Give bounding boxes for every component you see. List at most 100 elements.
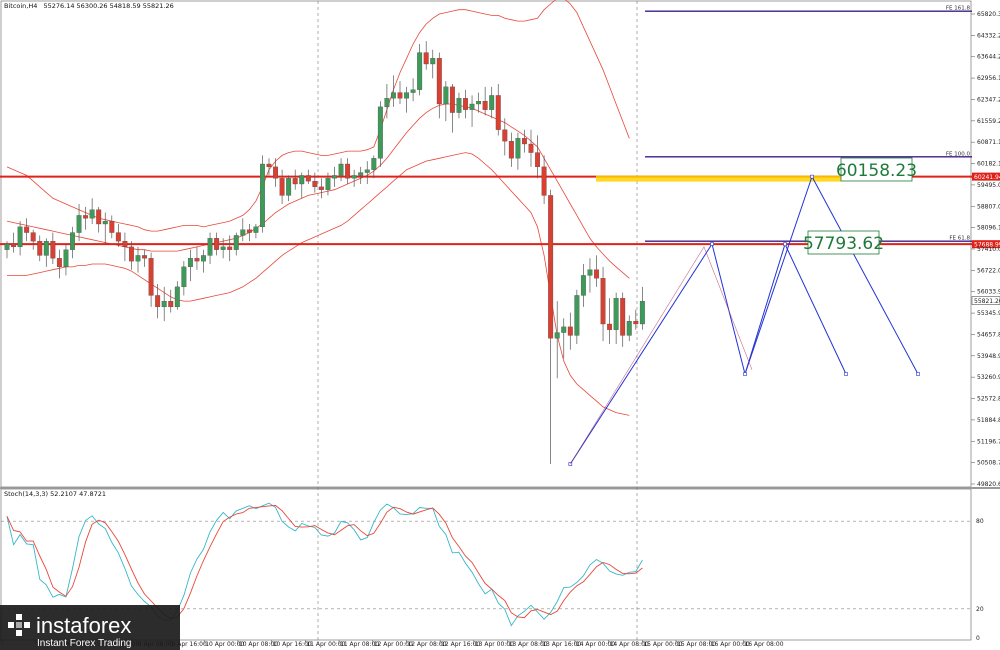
x-tick-label: 13 Apr 16:00	[542, 641, 581, 648]
candle-body	[109, 220, 115, 233]
candle-body	[273, 166, 278, 179]
candle-body	[594, 269, 599, 279]
candles	[4, 41, 645, 464]
candle-body	[305, 175, 311, 182]
wave-point	[916, 372, 920, 376]
wave-point	[844, 372, 848, 376]
x-tick-label: 10 Apr 00:00	[205, 641, 244, 648]
candle-body	[528, 143, 534, 153]
y-tick-label: 51884.80	[977, 417, 1000, 424]
candle-body	[128, 246, 134, 262]
y-tick-label: 55345.90	[977, 310, 1000, 317]
candle-body	[541, 166, 547, 196]
candle-body	[318, 186, 324, 190]
y-tick-label: 53948.95	[977, 353, 1000, 360]
candle-body	[155, 295, 161, 308]
candle-body	[482, 100, 488, 110]
y-tick-label: 62956.15	[977, 75, 1000, 82]
candle-body	[561, 326, 567, 333]
candle-body	[299, 175, 305, 185]
current-price-text: 55821.26	[974, 298, 1000, 305]
x-tick-label: 13 Apr 00:00	[475, 641, 514, 648]
stoch-k-line	[6, 502, 643, 627]
candle-body	[24, 226, 30, 233]
stoch-level-label: 80	[976, 518, 984, 525]
instrument-label: Bitcoin,H4	[4, 2, 37, 10]
x-tick-label: 14 Apr 00:00	[576, 641, 615, 648]
callout-upper: 60158.23	[836, 157, 917, 182]
candle-body	[259, 163, 265, 228]
ohlc-values: 55276.14 56300.26 54818.59 55821.26	[43, 2, 173, 10]
x-tick-label: 12 Apr 16:00	[441, 641, 480, 648]
y-tick-label: 60182.10	[977, 161, 1000, 168]
candle-body	[417, 52, 423, 90]
candle-body	[443, 86, 449, 105]
candle-body	[142, 255, 147, 259]
wave-point	[743, 372, 747, 376]
projection-lines	[568, 174, 920, 466]
candle-body	[214, 238, 220, 250]
stoch-level-label: 20	[976, 606, 984, 613]
candle-body	[76, 215, 82, 233]
candle-body	[70, 232, 75, 250]
y-tick-label: 61559.20	[977, 118, 1000, 125]
candle-body	[371, 158, 377, 170]
candle-body	[240, 229, 246, 236]
wave-3-extended	[744, 176, 813, 375]
wave-point	[710, 242, 714, 246]
candle-body	[567, 326, 573, 336]
candle-body	[4, 243, 10, 250]
x-tick-label: 14 Apr 08:00	[610, 641, 649, 648]
candle-body	[135, 255, 141, 262]
candle-body	[502, 129, 508, 142]
candle-body	[233, 235, 239, 250]
candle-body	[600, 278, 606, 325]
y-tick-label: 52572.85	[977, 396, 1000, 403]
bollinger-middle	[6, 103, 630, 279]
current-price-tag	[971, 296, 1000, 305]
x-tick-label: 12 Apr 00:00	[374, 641, 413, 648]
stoch-d-line	[6, 505, 643, 620]
candle-body	[266, 163, 272, 168]
candle-body	[286, 178, 292, 196]
candle-body	[469, 103, 475, 110]
candle-body	[397, 92, 403, 99]
candle-body	[56, 258, 62, 268]
candle-body	[410, 89, 416, 93]
candle-body	[626, 320, 632, 336]
wave-3	[744, 244, 786, 375]
x-tick-label: 13 Apr 08:00	[509, 641, 548, 648]
candle-body	[338, 163, 344, 176]
candle-body	[449, 86, 455, 113]
candle-body	[423, 52, 429, 65]
candle-body	[96, 209, 102, 225]
stochastic-indicator: 80 20 0	[1, 502, 984, 642]
y-tick-label: 59495.05	[977, 182, 1000, 189]
y-tick-label: 49820.65	[977, 481, 1000, 488]
candle-body	[168, 300, 174, 308]
candle-body	[279, 178, 285, 196]
candle-body	[227, 246, 233, 250]
candle-body	[633, 320, 639, 325]
x-tick-label: 15 Apr 08:00	[677, 641, 716, 648]
candle-body	[436, 58, 442, 105]
candle-body	[508, 140, 514, 159]
y-tick-label: 63644.20	[977, 54, 1000, 61]
wave-point	[810, 174, 814, 179]
chart-header: Bitcoin,H4 55276.14 56300.26 54818.59 55…	[4, 2, 174, 10]
y-tick-label: 64332.25	[977, 32, 1000, 39]
candle-body	[63, 249, 69, 268]
x-tick-label: 10 Apr 16:00	[273, 641, 312, 648]
candle-body	[187, 258, 193, 268]
x-tick-label: 11 Apr 00:00	[306, 641, 345, 648]
y-tick-label: 53260.90	[977, 374, 1000, 381]
bollinger-upper	[6, 0, 630, 232]
callout-upper-text: 60158.23	[836, 161, 917, 181]
logo-brand: instaforex	[36, 613, 131, 638]
candle-body	[207, 238, 213, 256]
wave-point	[783, 242, 787, 246]
candle-body	[181, 266, 187, 288]
callout-lower: 57793.62	[803, 230, 884, 255]
y-tick-label: 56722.00	[977, 267, 1000, 274]
